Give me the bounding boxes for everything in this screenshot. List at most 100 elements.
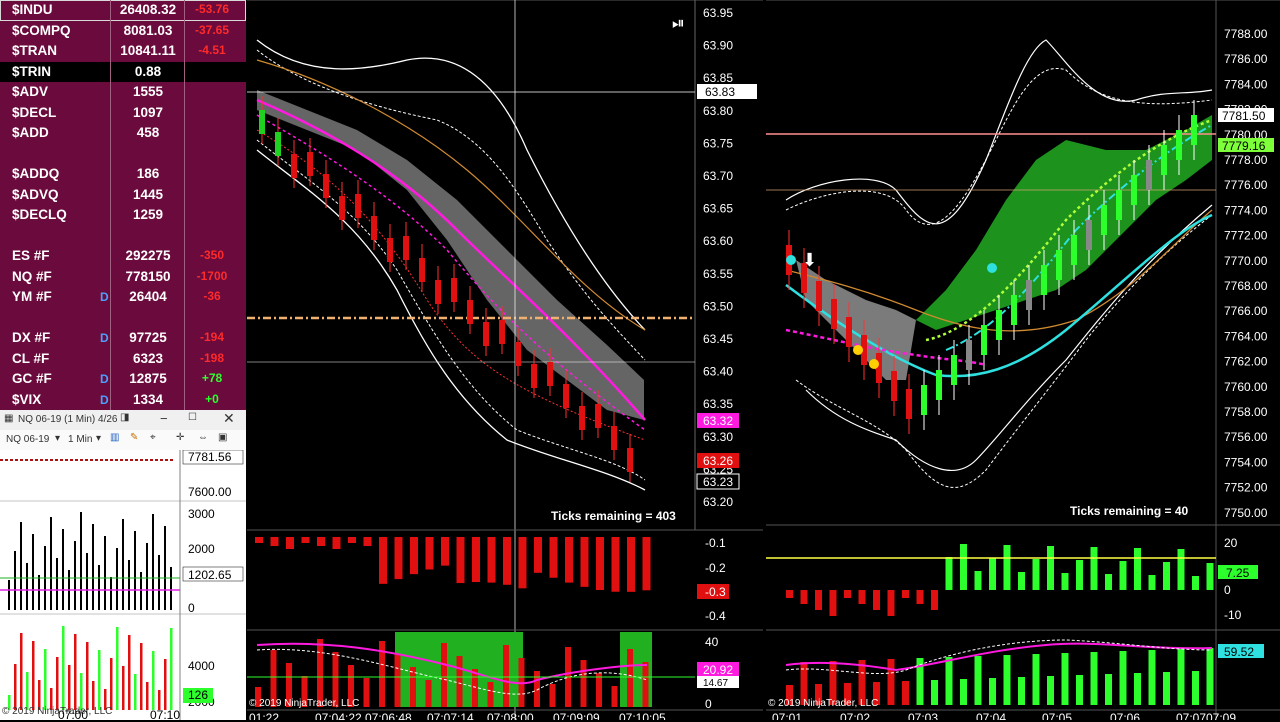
mini-window-titlebar[interactable]: ▦ NQ 06-19 (1 Min) 4/26 ◨ − ☐ ✕ (0, 410, 246, 430)
quote-value: 1259 (132, 207, 164, 222)
time-label: 07:07:14 (427, 711, 474, 720)
axis-label: 63.90 (703, 39, 733, 53)
stoch-bar (844, 683, 851, 705)
copyright: © 2019 NinjaTrader, LLC (249, 698, 359, 709)
osc-bar (456, 537, 465, 584)
crosshair-icon[interactable]: ⌖ (150, 432, 156, 443)
minimize-button[interactable]: − (160, 411, 168, 426)
candle (547, 362, 553, 386)
delta-bar (56, 657, 59, 710)
quote-row[interactable]: $ADD 458 (0, 123, 246, 144)
volume-bar (32, 534, 34, 610)
quote-row[interactable]: $ADVQ 1445 (0, 185, 246, 206)
quote-row[interactable]: $DECL 1097 (0, 103, 246, 124)
stoch-bar (379, 641, 385, 707)
stoch-bar (332, 652, 339, 707)
quote-row[interactable]: $INDU 26408.32 -53.76 (0, 0, 246, 21)
osc-bar (596, 537, 604, 591)
volume-bar (62, 529, 64, 610)
quote-row[interactable]: ES #F 292275 -350 (0, 246, 246, 267)
pan-icon[interactable]: ⇔ (198, 432, 208, 443)
osc-bar (332, 537, 341, 549)
candle (861, 335, 867, 365)
osc-bar (945, 557, 953, 590)
quote-row[interactable]: GC #F D 12875 +78 (0, 369, 246, 390)
quote-symbol: $DECL (12, 104, 57, 120)
candle (801, 263, 807, 293)
candle (403, 236, 409, 260)
time-label: 07:10:05 (619, 711, 666, 720)
quote-change: +78 (201, 371, 223, 385)
candle (831, 299, 837, 329)
candle (1176, 130, 1182, 160)
quote-row[interactable] (0, 144, 246, 165)
axis-label: 7750.00 (1224, 506, 1268, 520)
quote-value: 1097 (132, 104, 164, 120)
volume-bar (134, 531, 136, 610)
chart-cl-range[interactable]: ⏯ 63.9563.9063.8563.8063.7563.7063.6563.… (247, 0, 763, 720)
snapshot-icon[interactable]: ▣ (218, 432, 228, 443)
stoch-bar (989, 678, 996, 705)
stoch-bar (786, 685, 793, 705)
osc-bar (472, 537, 480, 583)
osc-bar (348, 537, 356, 543)
time-label: 07:02 (840, 711, 870, 720)
quote-row[interactable]: $DECLQ 1259 (0, 205, 246, 226)
mini-chart-panels[interactable]: 7781.56 7600.00 3000 1202.65 2000 0 4000… (0, 450, 246, 720)
crosshair-icon[interactable]: ✛ (176, 432, 185, 443)
play-icon[interactable]: ⏯ (672, 15, 685, 32)
quote-row[interactable]: $TRAN 10841.11 -4.51 (0, 41, 246, 62)
stoch-bar (1003, 655, 1011, 705)
quote-value: 1445 (132, 186, 164, 202)
instrument-selector[interactable]: NQ 06-19 (6, 434, 50, 445)
osc-bar (1018, 572, 1025, 590)
quote-row[interactable]: $ADDQ 186 (0, 164, 246, 185)
stoch-bar (363, 678, 370, 707)
maximize-button[interactable]: ☐ (188, 412, 197, 423)
osc-axis-label: -0.4 (705, 609, 726, 623)
quote-row[interactable]: $TRIN 0.88 (0, 61, 246, 82)
volume-axis-label: 3000 (188, 507, 215, 521)
time-label: 07:09:09 (553, 711, 600, 720)
quote-row[interactable]: $COMPQ 8081.03 -37.65 (0, 21, 246, 42)
candle (531, 364, 537, 388)
stoch-bar (270, 650, 277, 707)
quote-row[interactable]: CL #F 6323 -198 (0, 349, 246, 370)
drawing-tool-icon[interactable]: ✎ (130, 432, 139, 443)
osc-bar (425, 537, 434, 570)
delta-bar (32, 641, 35, 710)
volume-bar (20, 522, 22, 610)
quote-row[interactable]: $ADV 1555 (0, 82, 246, 103)
quote-row[interactable]: YM #F D 26404 -36 (0, 287, 246, 308)
delta-bar (68, 665, 71, 710)
volume-bar (92, 524, 94, 610)
osc-bar (518, 537, 527, 589)
quote-flag: D (100, 331, 109, 345)
axis-label: 63.65 (703, 202, 733, 216)
stoch-bar (974, 656, 982, 705)
quote-symbol: ES #F (12, 248, 50, 263)
delta-bar (14, 664, 17, 710)
candle (387, 238, 393, 262)
quote-row[interactable]: DX #F D 97725 -194 (0, 328, 246, 349)
quote-symbol: $INDU (12, 2, 53, 17)
close-button[interactable]: ✕ (223, 410, 235, 426)
osc-bar (1177, 549, 1185, 590)
tab-icon[interactable]: ◨ (120, 412, 130, 423)
osc-bar (642, 537, 651, 591)
candle (906, 389, 912, 419)
osc-axis-label: 20 (1224, 536, 1238, 550)
stoch-bar (534, 671, 540, 707)
axis-label: 7772.00 (1224, 229, 1268, 243)
chevron-down-icon: ▾ (55, 433, 61, 444)
volume-bar (122, 519, 124, 610)
delta-bar (8, 695, 11, 710)
quote-row[interactable] (0, 308, 246, 329)
quote-row[interactable] (0, 226, 246, 247)
chart-nq-range[interactable]: ⬇ 7788.007786.007784.007782.007780.00777… (766, 0, 1280, 720)
bars-icon[interactable]: ▥ (110, 432, 120, 443)
axis-label: 63.95 (703, 6, 733, 20)
quote-row[interactable]: $VIX D 1334 +0 (0, 390, 246, 411)
quote-row[interactable]: NQ #F 778150 -1700 (0, 267, 246, 288)
interval-selector[interactable]: 1 Min (68, 434, 93, 445)
